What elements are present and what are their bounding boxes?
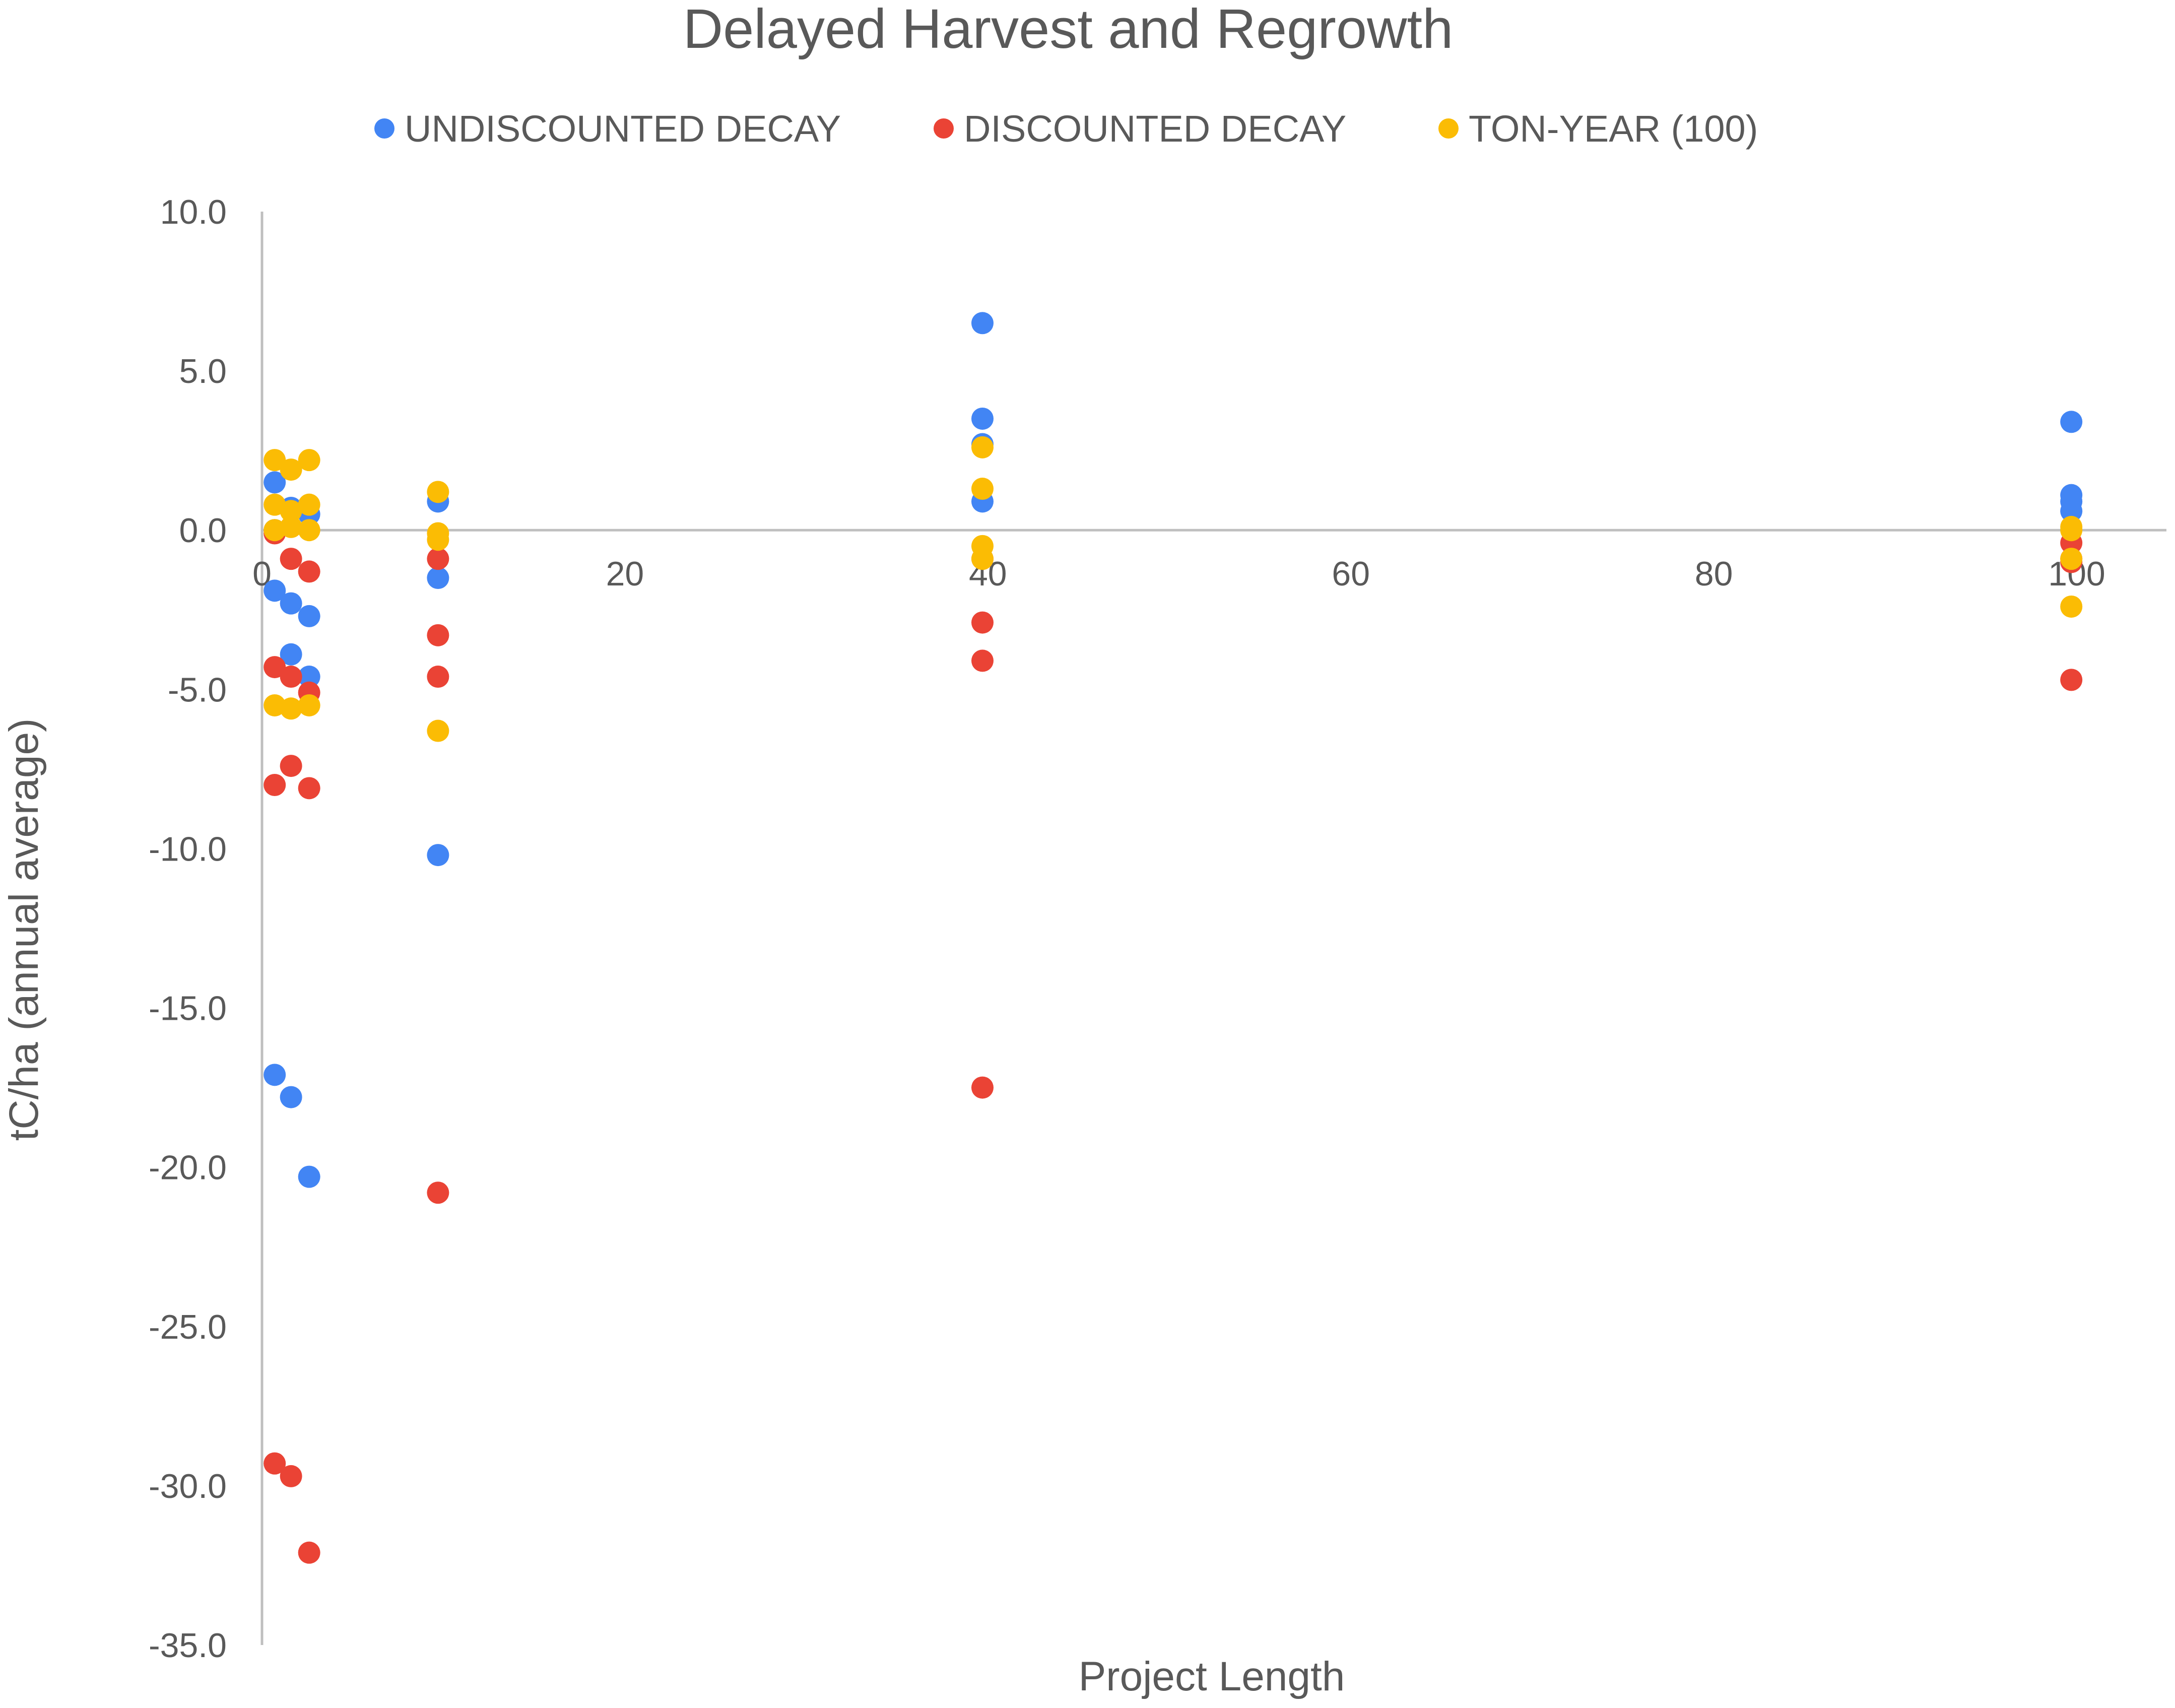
y-tick-label: -30.0 [149, 1467, 227, 1505]
series-points [263, 312, 2083, 1188]
data-point [280, 643, 302, 666]
data-point [427, 529, 449, 551]
x-axis: 0 20 40 60 80 100 [252, 529, 2166, 593]
y-tick-label: -35.0 [149, 1626, 227, 1665]
y-tick-label: 5.0 [179, 352, 227, 390]
y-axis-title: tC/ha (annual average) [1, 718, 47, 1141]
data-point [298, 1165, 320, 1188]
legend-marker [374, 118, 394, 139]
data-point [427, 548, 449, 570]
data-point [427, 1181, 449, 1204]
data-point [2060, 411, 2083, 433]
data-point [263, 1064, 286, 1086]
data-point [971, 478, 994, 500]
data-point [280, 515, 302, 538]
legend-marker [934, 118, 954, 139]
y-tick-label: -20.0 [149, 1149, 227, 1187]
legend-item: TON-YEAR (100) [1438, 108, 1758, 150]
data-point [427, 666, 449, 688]
data-point [427, 567, 449, 589]
data-points [263, 312, 2083, 1564]
legend-label: DISCOUNTED DECAY [964, 108, 1346, 150]
x-tick-label: 60 [1332, 555, 1370, 593]
data-point [280, 1086, 302, 1108]
data-point [298, 777, 320, 800]
data-point [298, 1541, 320, 1564]
x-tick-labels: 0 20 40 60 80 100 [252, 555, 2105, 593]
data-point [298, 519, 320, 542]
data-point [298, 560, 320, 583]
data-point [427, 481, 449, 503]
data-point [280, 592, 302, 615]
data-point [427, 624, 449, 646]
x-axis-title: Project Length [1079, 1654, 1345, 1699]
legend-label: TON-YEAR (100) [1469, 108, 1758, 150]
data-point [280, 548, 302, 570]
x-tick-label: 20 [606, 555, 644, 593]
data-point [298, 694, 320, 716]
data-point [280, 458, 302, 481]
data-point [971, 312, 994, 335]
y-tick-label: -25.0 [149, 1308, 227, 1346]
legend: UNDISCOUNTED DECAY DISCOUNTED DECAY TON-YE… [374, 108, 1758, 150]
data-point [971, 407, 994, 430]
y-tick-label: -15.0 [149, 990, 227, 1028]
data-point [2060, 519, 2083, 542]
y-axis: 10.0 5.0 0.0 -5.0 -10.0 -15.0 -20.0 -25.0 -30.0 -… [149, 193, 263, 1665]
legend-label: UNDISCOUNTED DECAY [405, 108, 841, 150]
legend-marker [1438, 118, 1459, 139]
y-tick-label: -5.0 [168, 671, 227, 709]
data-point [2060, 595, 2083, 618]
data-point [280, 1465, 302, 1487]
data-point [2060, 548, 2083, 570]
data-point [971, 649, 994, 672]
series-points [263, 436, 2083, 742]
data-point [280, 666, 302, 688]
data-point [263, 449, 286, 472]
data-point [427, 719, 449, 742]
data-point [2060, 500, 2083, 522]
data-point [298, 493, 320, 516]
legend-item: UNDISCOUNTED DECAY [374, 108, 841, 150]
data-point [263, 471, 286, 494]
y-tick-labels: 10.0 5.0 0.0 -5.0 -10.0 -15.0 -20.0 -25.0 -30.0 -… [149, 193, 227, 1665]
data-point [263, 774, 286, 796]
series-points [263, 522, 2083, 1564]
data-point [971, 1076, 994, 1099]
data-point [263, 1452, 286, 1475]
data-point [298, 666, 320, 688]
data-point [298, 449, 320, 472]
data-point [263, 579, 286, 602]
data-point [280, 755, 302, 777]
y-tick-label: 0.0 [179, 511, 227, 550]
data-point [280, 500, 302, 522]
data-point [971, 611, 994, 634]
data-point [971, 436, 994, 458]
data-point [971, 548, 994, 570]
data-point [263, 656, 286, 679]
x-tick-label: 80 [1695, 555, 1733, 593]
data-point [427, 844, 449, 867]
y-tick-label: -10.0 [149, 830, 227, 868]
data-point [280, 697, 302, 720]
data-point [2060, 669, 2083, 691]
chart-title: Delayed Harvest and Regrowth [683, 0, 1454, 60]
y-tick-label: 10.0 [160, 193, 227, 231]
data-point [298, 605, 320, 627]
legend-item: DISCOUNTED DECAY [934, 108, 1346, 150]
